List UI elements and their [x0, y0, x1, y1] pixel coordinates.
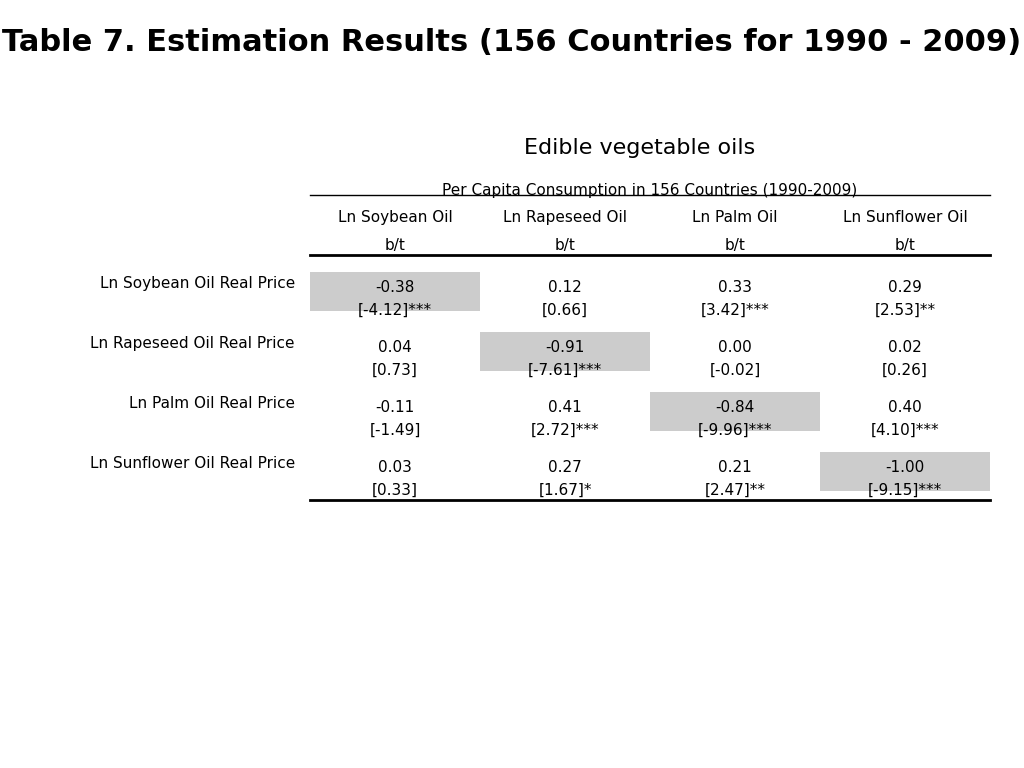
Text: Per Capita Consumption in 156 Countries (1990-2009): Per Capita Consumption in 156 Countries … — [442, 183, 858, 198]
Text: -0.11: -0.11 — [376, 400, 415, 415]
Text: 0.21: 0.21 — [718, 460, 752, 475]
Bar — [820, 452, 990, 491]
Text: [2.72]***: [2.72]*** — [530, 423, 599, 438]
Text: Ln Sunflower Oil: Ln Sunflower Oil — [843, 210, 968, 225]
Text: -0.38: -0.38 — [376, 280, 415, 295]
Text: Table 7. Estimation Results (156 Countries for 1990 - 2009): Table 7. Estimation Results (156 Countri… — [2, 28, 1022, 57]
Text: b/t: b/t — [385, 238, 406, 253]
Text: b/t: b/t — [895, 238, 915, 253]
Text: Ln Rapeseed Oil: Ln Rapeseed Oil — [503, 210, 627, 225]
Text: 0.12: 0.12 — [548, 280, 582, 295]
Text: Ln Palm Oil Real Price: Ln Palm Oil Real Price — [129, 396, 295, 411]
Text: -1.00: -1.00 — [886, 460, 925, 475]
Text: [4.10]***: [4.10]*** — [870, 423, 939, 438]
Text: 0.29: 0.29 — [888, 280, 922, 295]
Text: [-1.49]: [-1.49] — [370, 423, 421, 438]
Bar — [650, 392, 820, 431]
Text: 0.41: 0.41 — [548, 400, 582, 415]
Text: 0.40: 0.40 — [888, 400, 922, 415]
Text: 0.27: 0.27 — [548, 460, 582, 475]
Text: Edible vegetable oils: Edible vegetable oils — [524, 138, 756, 158]
Text: 0.02: 0.02 — [888, 340, 922, 355]
Text: b/t: b/t — [555, 238, 575, 253]
Text: Ln Soybean Oil Real Price: Ln Soybean Oil Real Price — [99, 276, 295, 291]
Text: 0.03: 0.03 — [378, 460, 412, 475]
Text: [-9.15]***: [-9.15]*** — [868, 483, 942, 498]
Text: -0.91: -0.91 — [546, 340, 585, 355]
Bar — [310, 272, 480, 311]
Text: -0.84: -0.84 — [716, 400, 755, 415]
Text: Ln Palm Oil: Ln Palm Oil — [692, 210, 778, 225]
Text: 0.04: 0.04 — [378, 340, 412, 355]
Text: [0.73]: [0.73] — [372, 363, 418, 378]
Text: [-7.61]***: [-7.61]*** — [528, 363, 602, 378]
Text: [2.53]**: [2.53]** — [874, 303, 936, 318]
Text: [-9.96]***: [-9.96]*** — [697, 423, 772, 438]
Text: [1.67]*: [1.67]* — [539, 483, 592, 498]
Text: Ln Rapeseed Oil Real Price: Ln Rapeseed Oil Real Price — [90, 336, 295, 351]
Bar — [480, 332, 650, 371]
Text: 0.00: 0.00 — [718, 340, 752, 355]
Text: [0.26]: [0.26] — [882, 363, 928, 378]
Text: Ln Soybean Oil: Ln Soybean Oil — [338, 210, 453, 225]
Text: 0.33: 0.33 — [718, 280, 752, 295]
Text: [0.33]: [0.33] — [372, 483, 418, 498]
Text: [0.66]: [0.66] — [542, 303, 588, 318]
Text: [-0.02]: [-0.02] — [710, 363, 761, 378]
Text: [2.47]**: [2.47]** — [705, 483, 766, 498]
Text: [-4.12]***: [-4.12]*** — [358, 303, 432, 318]
Text: b/t: b/t — [725, 238, 745, 253]
Text: Ln Sunflower Oil Real Price: Ln Sunflower Oil Real Price — [90, 456, 295, 471]
Text: [3.42]***: [3.42]*** — [700, 303, 769, 318]
